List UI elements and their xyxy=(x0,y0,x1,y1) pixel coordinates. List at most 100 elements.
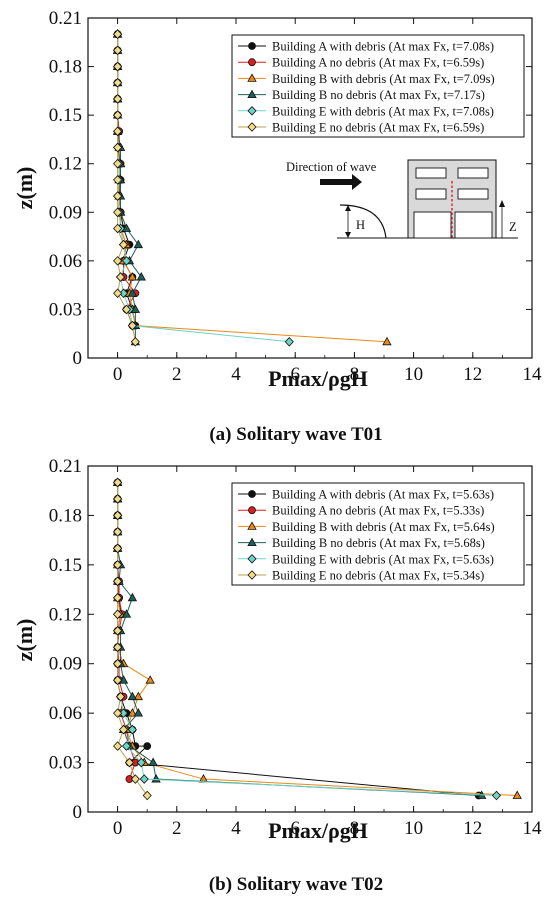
data-point xyxy=(113,658,123,669)
y-axis-title: z(m) xyxy=(12,167,37,210)
y-tick-label: 0.03 xyxy=(49,753,82,774)
x-tick-label: 8 xyxy=(350,364,360,385)
data-point xyxy=(113,110,123,120)
data-point xyxy=(113,61,123,72)
data-point xyxy=(382,336,392,346)
data-point xyxy=(133,708,143,717)
building-window xyxy=(415,167,447,179)
z-label: Z xyxy=(509,220,517,234)
legend-entry: Building A no debris (At max Fx, t=5.33s… xyxy=(272,504,484,518)
data-point xyxy=(116,272,126,282)
legend: Building A with debris (At max Fx, t=5.6… xyxy=(231,482,525,586)
data-point xyxy=(121,609,132,618)
data-point xyxy=(133,691,143,701)
x-tick-label: 12 xyxy=(463,364,482,385)
data-point xyxy=(113,609,123,620)
data-point xyxy=(113,207,123,218)
data-point xyxy=(113,527,123,537)
y-tick-label: 0.21 xyxy=(49,8,82,29)
x-tick-label: 4 xyxy=(231,818,241,839)
data-point xyxy=(127,288,138,297)
legend-marker xyxy=(247,537,257,546)
data-point xyxy=(136,272,146,281)
legend-marker xyxy=(247,73,257,82)
data-point xyxy=(127,320,137,331)
y-tick-label: 0.18 xyxy=(49,57,82,78)
arrow-up-icon xyxy=(345,205,351,211)
data-point xyxy=(142,790,152,801)
data-point xyxy=(127,691,138,701)
arrow-up-icon xyxy=(499,200,505,207)
building-window xyxy=(415,188,447,200)
legend-entry: Building B no debris (At max Fx, t=7.17s… xyxy=(272,88,485,102)
data-point xyxy=(113,477,123,488)
x-tick-label: 6 xyxy=(290,818,300,839)
y-tick-label: 0 xyxy=(73,802,83,823)
data-point xyxy=(113,142,123,153)
legend-entry: Building B no debris (At max Fx, t=5.68s… xyxy=(272,536,485,550)
y-tick-label: 0.15 xyxy=(49,105,82,126)
data-point xyxy=(145,675,155,684)
data-point xyxy=(151,774,161,783)
x-tick-label: 0 xyxy=(113,364,123,385)
building-window xyxy=(457,167,489,179)
y-tick-label: 0 xyxy=(73,348,83,369)
data-point xyxy=(124,757,134,768)
data-point xyxy=(113,191,123,201)
legend-entry: Building B with debris (At max Fx, t=5.6… xyxy=(272,520,495,534)
data-point xyxy=(113,708,123,718)
data-point xyxy=(113,642,123,653)
x-tick-label: 14 xyxy=(523,364,543,385)
data-point xyxy=(113,593,123,603)
data-point xyxy=(113,45,123,56)
legend-box xyxy=(231,34,525,138)
legend-entry: Building E no debris (At max Fx, t=6.59s… xyxy=(272,121,484,135)
data-point xyxy=(113,543,123,554)
data-point xyxy=(139,774,149,784)
data-point xyxy=(113,175,123,185)
data-point xyxy=(127,272,138,281)
data-point xyxy=(113,126,123,137)
legend-box xyxy=(231,482,525,586)
x-axis-title: Pmax/ρgH xyxy=(268,366,368,391)
data-point xyxy=(133,239,143,249)
data-point xyxy=(116,691,126,702)
x-tick-label: 4 xyxy=(231,364,241,385)
legend-entry: Building E no debris (At max Fx, t=5.34s… xyxy=(272,569,484,583)
y-tick-label: 0.06 xyxy=(49,703,82,724)
data-point xyxy=(127,592,138,602)
data-point xyxy=(130,337,140,347)
x-tick-label: 14 xyxy=(523,818,543,839)
data-point xyxy=(113,560,123,570)
data-point xyxy=(113,510,123,521)
legend-marker xyxy=(247,122,257,132)
x-tick-label: 10 xyxy=(404,364,423,385)
legend-marker xyxy=(248,506,256,515)
arrow-right-icon xyxy=(320,174,362,190)
data-point xyxy=(113,256,123,266)
arrow-down-icon xyxy=(345,232,351,238)
y-tick-label: 0.06 xyxy=(49,251,82,272)
data-point xyxy=(491,790,502,801)
direction-label: Direction of wave xyxy=(286,160,377,174)
legend-marker xyxy=(247,570,257,580)
building-window xyxy=(454,211,493,239)
data-point xyxy=(113,675,123,685)
legend-marker xyxy=(247,521,257,530)
data-point xyxy=(127,708,138,717)
data-point xyxy=(143,742,152,750)
x-tick-label: 10 xyxy=(404,818,423,839)
data-point xyxy=(121,304,132,315)
legend-entry: Building E with debris (At max Fx, t=5.6… xyxy=(272,552,494,566)
data-point xyxy=(113,158,123,169)
legend-marker xyxy=(247,89,257,98)
legend-marker xyxy=(248,42,256,50)
data-point xyxy=(113,576,123,587)
x-tick-label: 6 xyxy=(290,364,300,385)
legend-entry: Building A no debris (At max Fx, t=6.59s… xyxy=(272,56,484,70)
y-tick-label: 0.18 xyxy=(49,505,82,526)
x-axis-title: Pmax/ρgH xyxy=(268,818,368,843)
chart-panel-2: 0 2 4 6 8 10 12 14 0 0.03 0.06 0.09 0.12 0.15 0.18 0.21… xyxy=(12,456,542,895)
series-6 xyxy=(113,477,152,801)
